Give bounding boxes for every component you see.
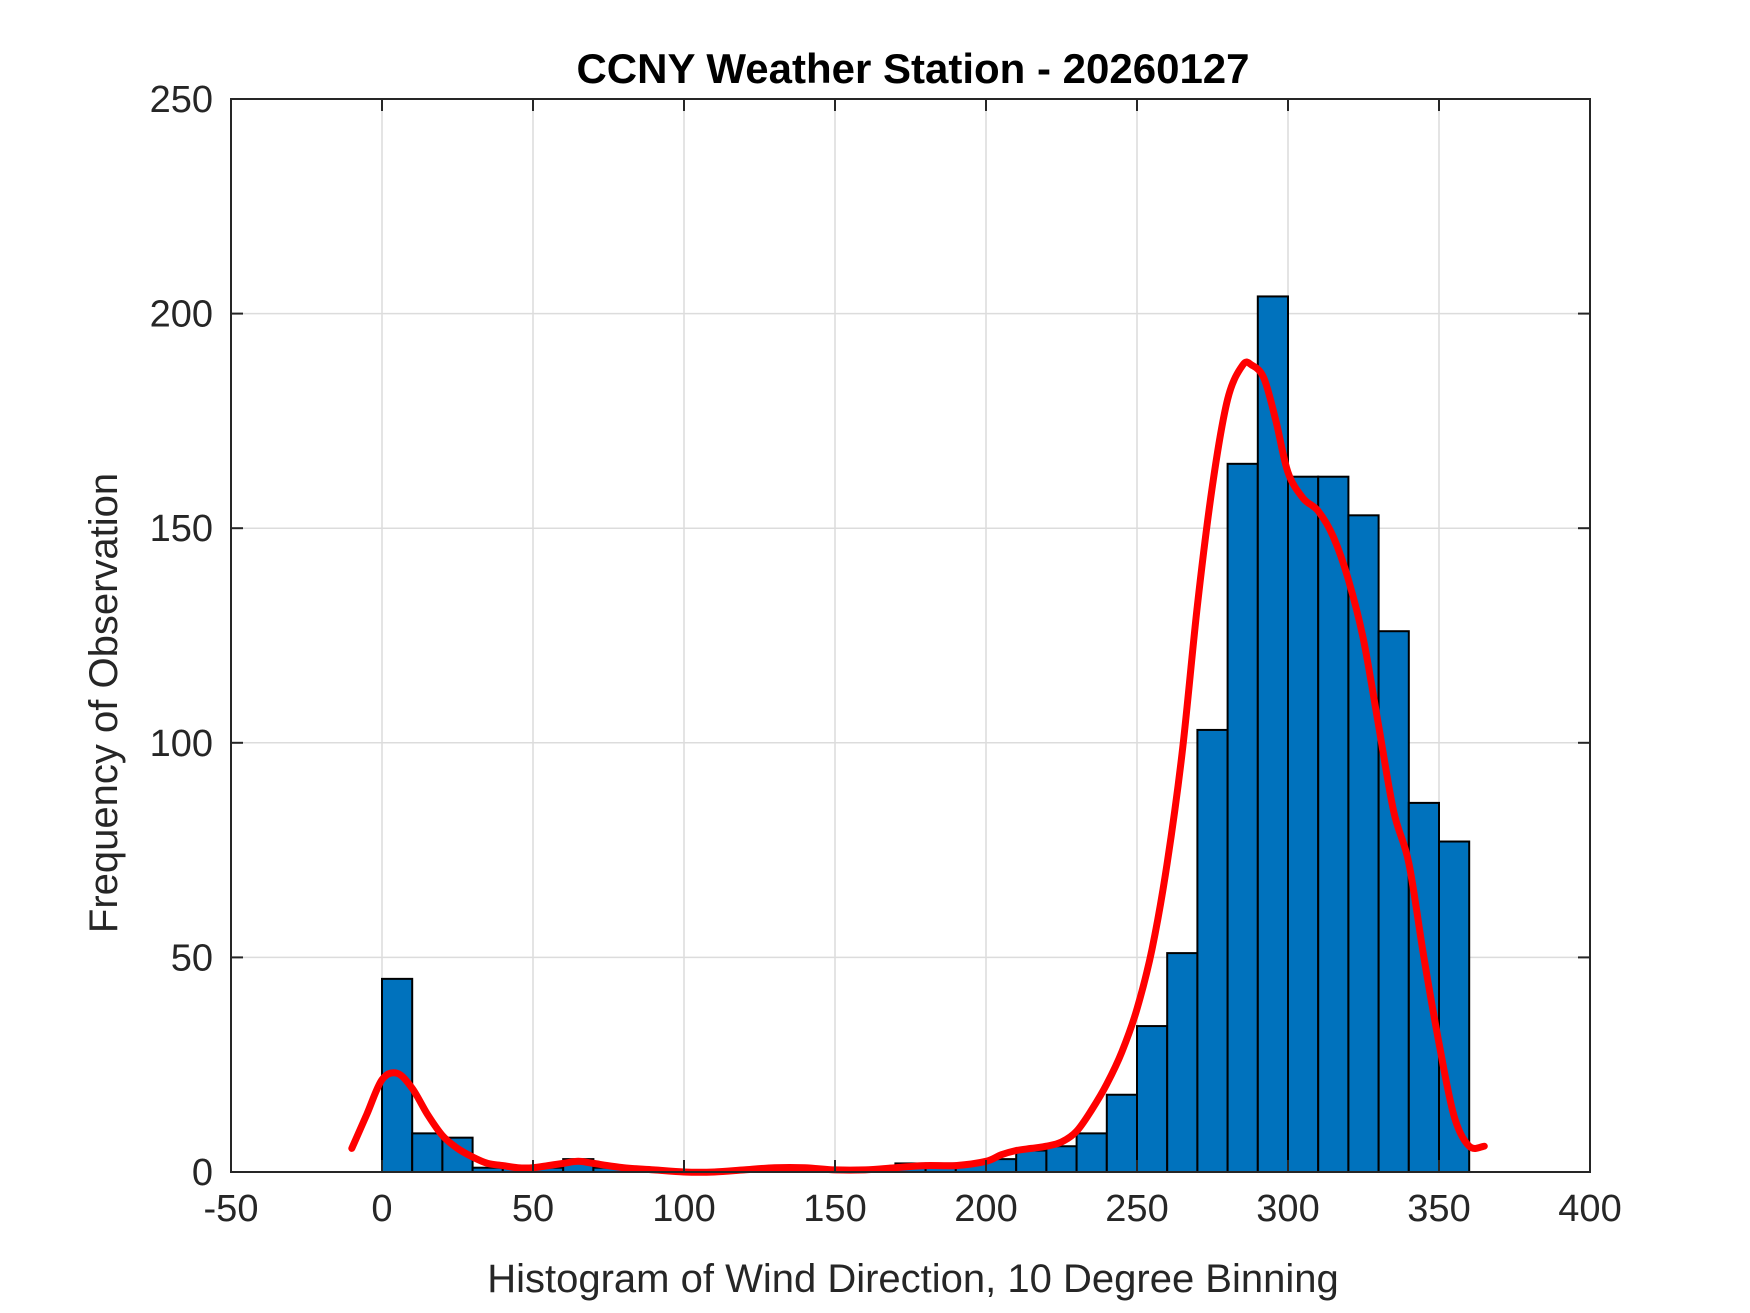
y-tick-labels: 0 50 100 150 200 250 — [150, 79, 213, 1194]
histogram-bar — [1407, 801, 1441, 1173]
x-tick-label: 350 — [1407, 1188, 1470, 1230]
histogram-bar — [1015, 1149, 1048, 1174]
x-tick-label: 250 — [1105, 1188, 1168, 1230]
y-axis-label: Frequency of Observation — [82, 473, 126, 933]
x-tick-label: 50 — [512, 1188, 554, 1230]
histogram-bar — [1136, 1025, 1169, 1174]
y-tick-label: 100 — [150, 723, 213, 765]
chart-title: CCNY Weather Station - 20260127 — [576, 45, 1249, 92]
histogram-bar — [1045, 1145, 1078, 1174]
plot-frame — [230, 98, 1591, 1173]
x-tick-label: 200 — [954, 1188, 1017, 1230]
histogram-bar — [1105, 1093, 1139, 1174]
bars-layer — [381, 295, 1471, 1174]
histogram-bar — [1287, 475, 1320, 1174]
x-tick-label: 400 — [1558, 1188, 1621, 1230]
histogram-bar — [1377, 630, 1410, 1173]
histogram-bar — [1196, 728, 1229, 1173]
fit-layer — [348, 358, 1488, 1176]
histogram-bar — [1347, 514, 1380, 1173]
x-tick-label: 150 — [803, 1188, 866, 1230]
y-tick-label: 200 — [150, 294, 213, 336]
y-tick-label: 150 — [150, 508, 213, 550]
histogram-bar — [1317, 475, 1350, 1174]
density-fit-line — [348, 358, 1488, 1176]
x-tick-label: 300 — [1256, 1188, 1319, 1230]
histogram-bar — [1075, 1132, 1108, 1173]
histogram-bar — [411, 1132, 444, 1173]
x-tick-label: 100 — [652, 1188, 715, 1230]
histogram-bar — [1226, 462, 1259, 1173]
histogram-bar — [1256, 295, 1290, 1173]
y-tick-label: 50 — [171, 937, 213, 979]
y-tick-label: 250 — [150, 79, 213, 121]
y-tick-label: 0 — [192, 1152, 213, 1194]
histogram-bar — [1166, 952, 1199, 1173]
x-tick-label: 0 — [371, 1188, 392, 1230]
x-tick-label: -50 — [204, 1188, 259, 1230]
x-tick-labels: -50 0 50 100 150 200 250 300 350 400 — [204, 1188, 1622, 1230]
ticks-layer — [230, 98, 1591, 1173]
x-axis-label: Histogram of Wind Direction, 10 Degree B… — [487, 1257, 1339, 1301]
